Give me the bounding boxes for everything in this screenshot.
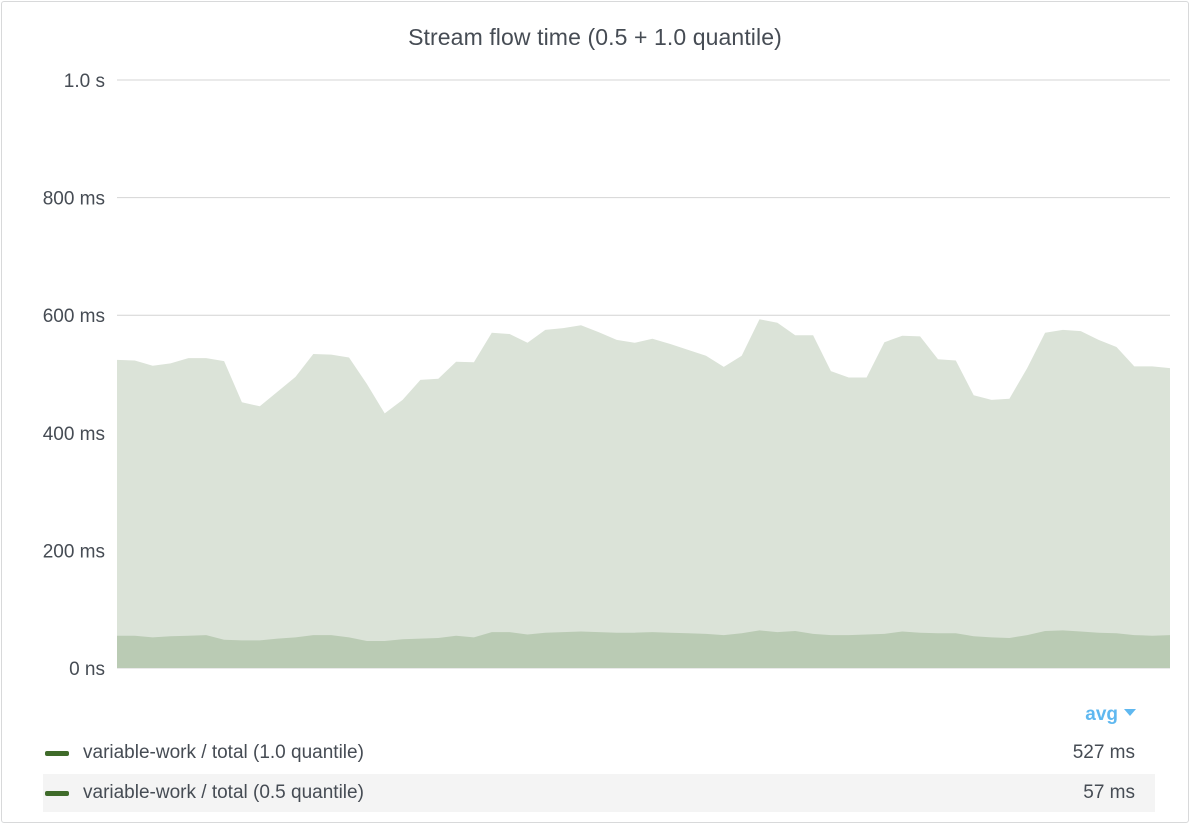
legend-swatch-icon[interactable]: [45, 750, 69, 756]
chart-plot[interactable]: 0 ns 200 ms 400 ms 600 ms 800 ms 1.0 s: [2, 2, 1188, 702]
legend-table: variable-work / total (1.0 quantile) 527…: [43, 734, 1155, 812]
legend-row-max-quantile[interactable]: variable-work / total (1.0 quantile) 527…: [43, 734, 1155, 772]
panel-title[interactable]: Stream flow time (0.5 + 1.0 quantile): [408, 24, 782, 50]
y-tick-label: 0 ns: [69, 659, 105, 680]
legend-swatch-icon[interactable]: [45, 790, 69, 796]
y-axis-ticks: 0 ns 200 ms 400 ms 600 ms 800 ms 1.0 s: [43, 71, 105, 680]
y-tick-label: 200 ms: [43, 541, 105, 562]
series-areas: [117, 319, 1170, 668]
legend-sort-avg-button[interactable]: avg: [1085, 704, 1136, 726]
graph-panel: Stream flow time (0.5 + 1.0 quantile) 0 …: [1, 1, 1189, 823]
y-tick-label: 1.0 s: [64, 71, 105, 92]
area-series-max-quantile[interactable]: [117, 319, 1170, 668]
caret-down-icon: [1124, 709, 1136, 717]
legend-series-avg: 527 ms: [1072, 742, 1135, 763]
area-series-median-quantile[interactable]: [117, 630, 1170, 668]
y-tick-label: 400 ms: [43, 424, 105, 445]
legend-row-median-quantile[interactable]: variable-work / total (0.5 quantile) 57 …: [43, 774, 1155, 812]
y-tick-label: 600 ms: [43, 306, 105, 327]
legend-series-name[interactable]: variable-work / total (1.0 quantile): [83, 742, 364, 763]
legend-sort-label: avg: [1085, 704, 1118, 725]
legend-series-name[interactable]: variable-work / total (0.5 quantile): [83, 782, 364, 803]
legend-series-avg: 57 ms: [1083, 782, 1135, 803]
y-tick-label: 800 ms: [43, 189, 105, 210]
